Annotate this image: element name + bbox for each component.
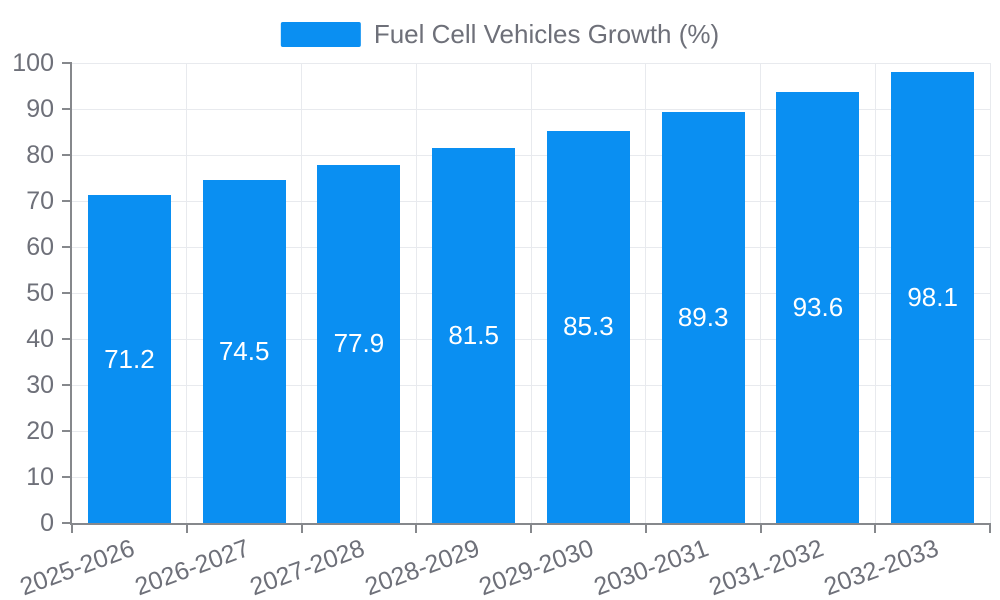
legend-label: Fuel Cell Vehicles Growth (%) [373,19,720,49]
x-gridline [874,63,876,523]
bar[interactable]: 89.3 [661,112,745,523]
x-gridline [645,63,647,523]
bar-value-label: 93.6 [792,292,844,323]
bar[interactable]: 71.2 [87,195,171,523]
x-gridline [415,63,417,523]
bar-value-label: 89.3 [677,302,729,333]
x-axis-tick [300,523,303,533]
x-gridline [989,63,991,523]
x-gridline [186,63,188,523]
x-axis-tick [759,523,762,533]
bar[interactable]: 74.5 [202,180,286,523]
bar-value-label: 85.3 [563,311,614,342]
y-axis-label: 70 [26,187,54,215]
bar-value-label: 81.5 [448,320,499,351]
y-axis-tick [62,522,72,524]
y-axis-tick [62,292,72,294]
y-axis-tick [62,246,72,248]
bar-value-label: 74.5 [218,336,270,367]
x-gridline [530,63,532,523]
bar[interactable]: 77.9 [317,164,401,523]
y-axis-label: 50 [26,279,54,307]
x-axis-tick [530,523,532,533]
y-axis-label: 80 [26,141,54,169]
x-axis-tick [71,523,73,533]
bar-value-label: 98.1 [907,281,958,312]
x-axis-tick [415,523,418,533]
y-axis-label: 10 [26,463,54,491]
y-axis-label: 60 [26,233,54,261]
x-gridline [760,63,761,523]
y-axis-label: 100 [12,49,54,77]
y-axis-tick [62,200,72,202]
bar[interactable]: 85.3 [546,130,630,523]
legend[interactable]: Fuel Cell Vehicles Growth (%) [280,19,720,49]
x-axis-tick [989,523,991,533]
legend-swatch [280,21,361,47]
x-axis-line [70,523,990,525]
bar-value-label: 77.9 [333,328,385,359]
y-axis-label: 0 [40,509,54,537]
y-axis-tick [62,154,72,156]
y-axis-label: 40 [26,325,54,353]
bar[interactable]: 98.1 [891,71,975,523]
x-axis-tick [874,523,877,533]
bar[interactable]: 81.5 [432,148,516,523]
y-axis-tick [62,108,72,110]
bar-value-label: 71.2 [104,343,155,374]
y-axis-line [70,63,72,523]
x-axis-tick [185,523,188,533]
x-gridline [301,63,302,523]
y-axis-label: 90 [26,95,54,123]
bar[interactable]: 93.6 [776,92,860,523]
y-axis-label: 20 [26,417,54,445]
y-axis-tick [62,338,72,340]
y-axis-label: 30 [26,371,54,399]
y-axis-tick [62,430,72,432]
y-axis-tick [62,476,72,478]
y-axis-tick [62,384,72,386]
y-axis-tick [62,62,72,64]
x-axis-tick [644,523,647,533]
